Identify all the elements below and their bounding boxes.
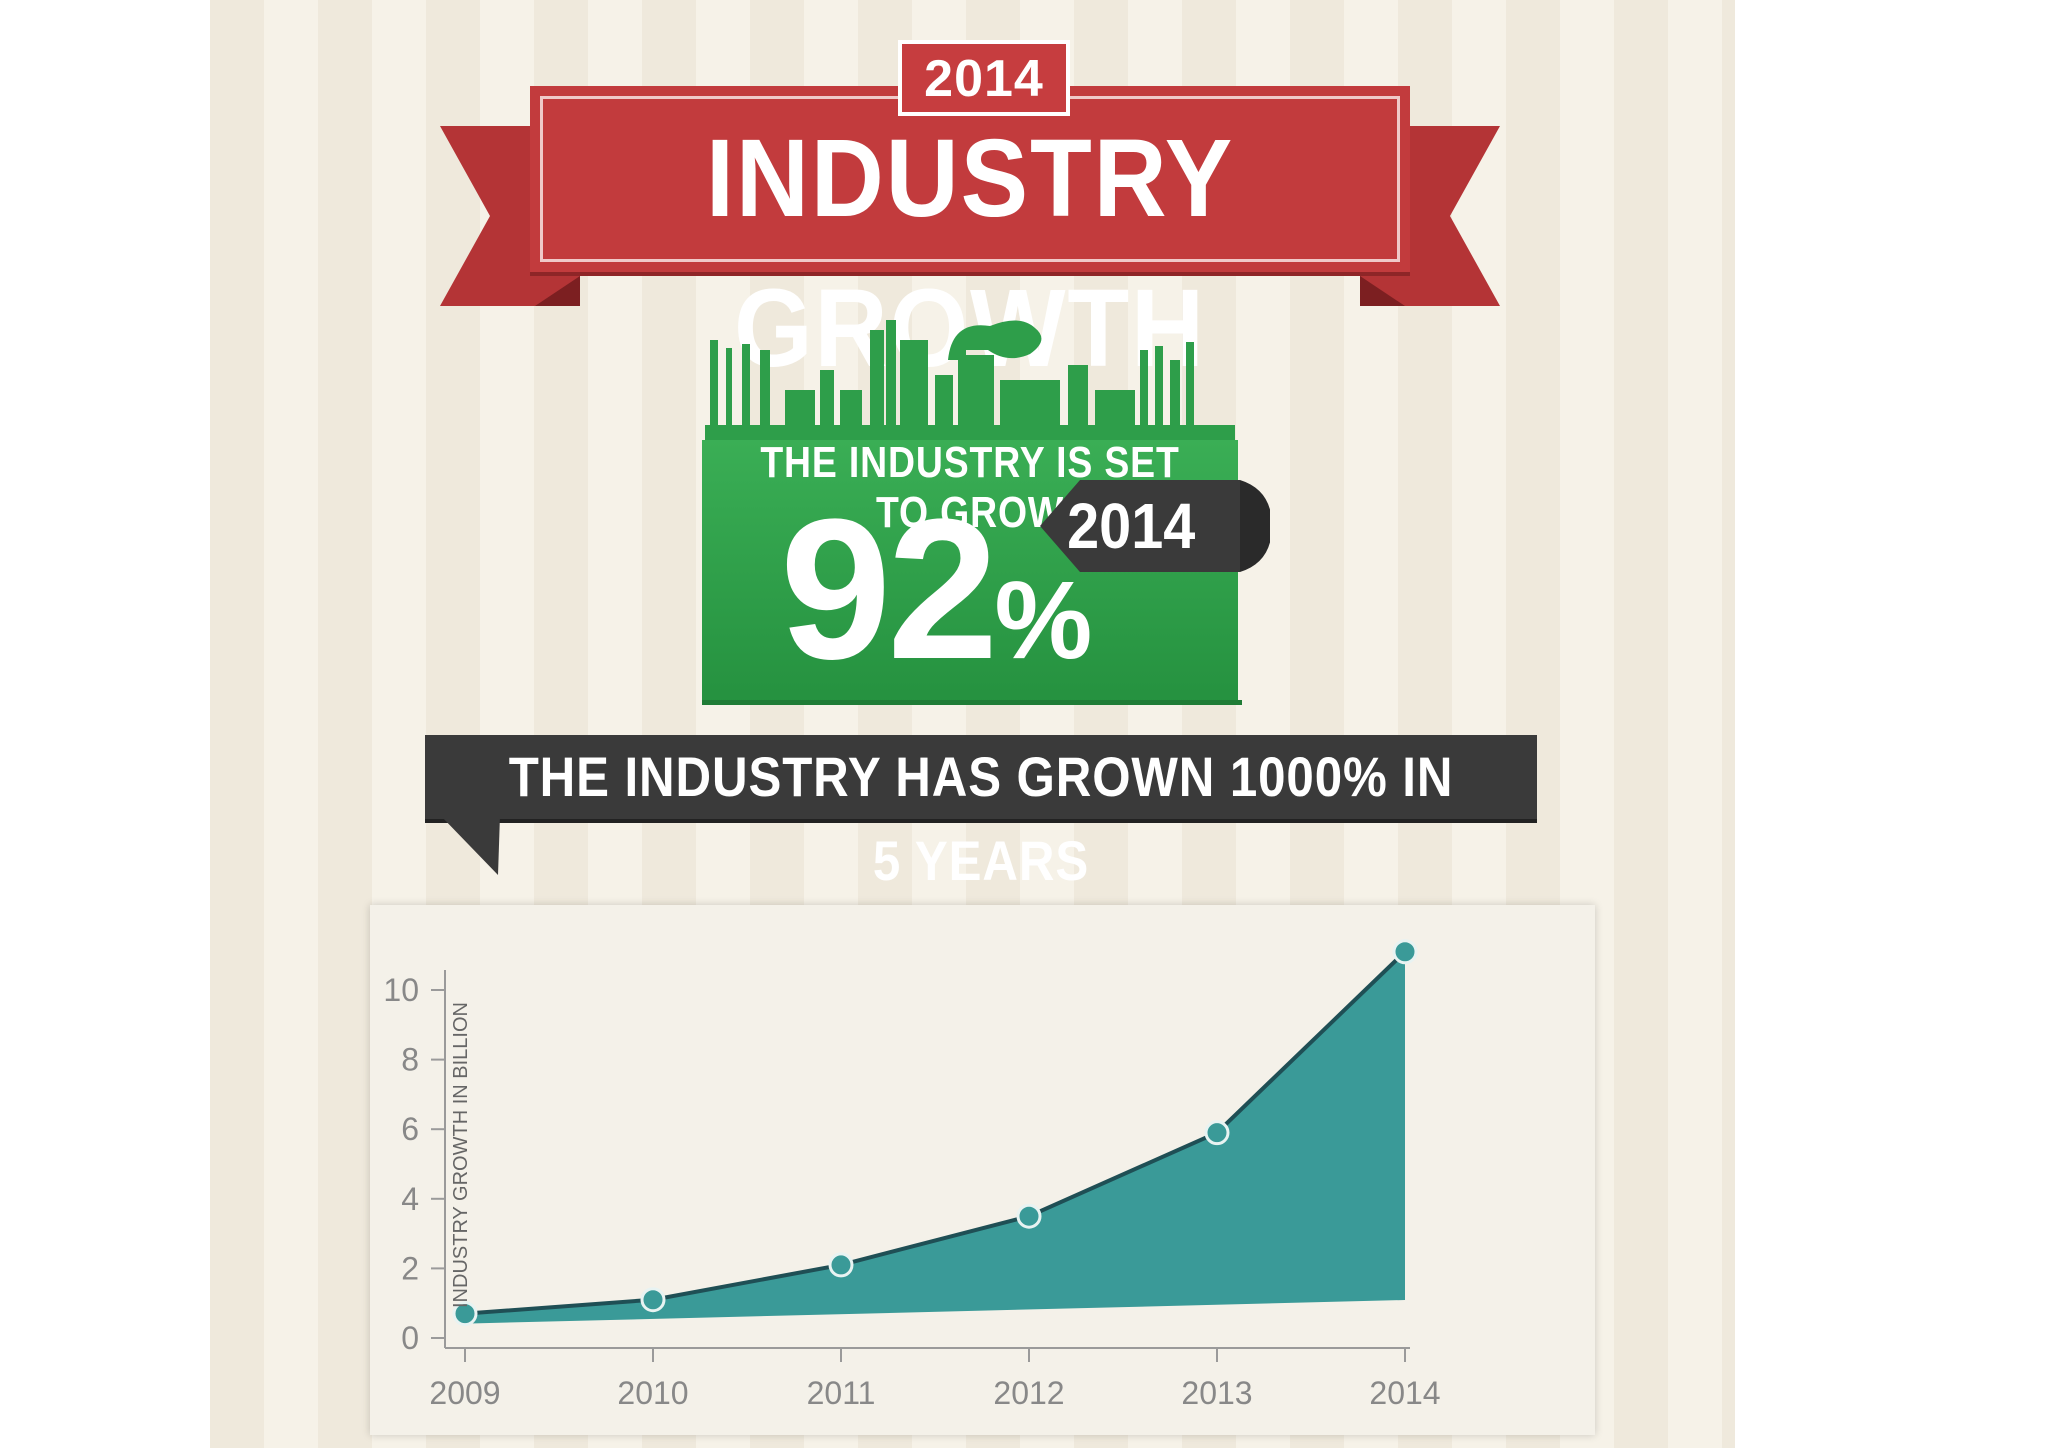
factory-growth-block: THE INDUSTRY IS SET TO GROW 92% 2014 — [690, 315, 1270, 705]
growth-percent-sign: % — [994, 559, 1093, 682]
y-tick-label: 0 — [401, 1320, 419, 1356]
infographic-poster: INDUSTRY GROWTH 2014 — [210, 0, 1735, 1448]
title-banner: INDUSTRY GROWTH 2014 — [440, 40, 1500, 390]
x-tick-label: 2012 — [993, 1375, 1064, 1411]
area-chart: 0 2 4 6 8 10 2009 2010 2011 2012 2013 2014 INDUSTRY… — [383, 939, 1441, 1411]
banner-year: 2014 — [898, 40, 1070, 116]
growth-label: THE INDUSTRY IS SET TO GROW — [760, 438, 1180, 537]
data-point — [452, 1301, 478, 1327]
headline-bar: THE INDUSTRY HAS GROWN 1000% IN 5 YEARS — [425, 735, 1537, 892]
data-point — [1204, 1120, 1230, 1146]
y-tick-label: 4 — [401, 1181, 419, 1217]
growth-percent-value: 92 — [780, 478, 998, 701]
x-tick-label: 2009 — [429, 1375, 500, 1411]
y-tick-label: 6 — [401, 1111, 419, 1147]
plot-area: 0 2 4 6 8 10 2009 2010 2011 2012 2013 2014 — [383, 939, 1441, 1411]
growth-percent: 92% — [780, 490, 1092, 721]
y-tick-label: 8 — [401, 1042, 419, 1078]
series-line — [464, 950, 1407, 1316]
x-tick-label: 2013 — [1181, 1375, 1252, 1411]
chart-panel: 0 2 4 6 8 10 2009 2010 2011 2012 2013 2014 INDUSTRY… — [370, 905, 1595, 1435]
area-fill — [465, 951, 1405, 1324]
x-tick-label: 2014 — [1369, 1375, 1440, 1411]
speech-tail — [440, 815, 500, 875]
ribbon-main: INDUSTRY GROWTH — [530, 86, 1410, 390]
projection-year: 2014 — [1067, 490, 1196, 562]
x-tick-label: 2010 — [617, 1375, 688, 1411]
data-point — [640, 1287, 666, 1313]
x-tick-label: 2011 — [807, 1375, 876, 1411]
y-tick-label: 2 — [401, 1250, 419, 1286]
year-flag — [1040, 480, 1270, 572]
y-tick-label: 10 — [383, 972, 419, 1008]
y-axis-label: INDUSTRY GROWTH IN BILLION — [450, 1002, 472, 1308]
data-point — [1016, 1203, 1042, 1229]
headline-text: THE INDUSTRY HAS GROWN 1000% IN 5 YEARS — [508, 745, 1454, 892]
data-point — [828, 1252, 854, 1278]
data-point — [1392, 939, 1418, 965]
